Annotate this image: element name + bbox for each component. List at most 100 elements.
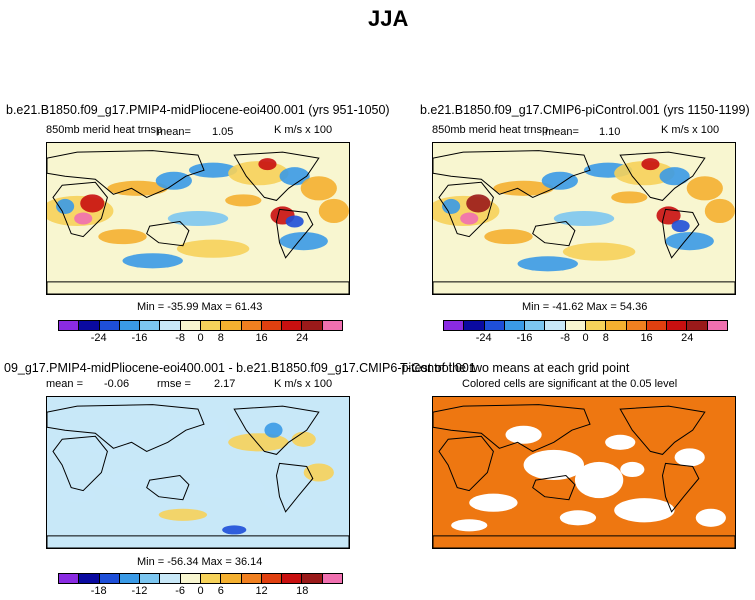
colorbar-tick-label: -8 — [560, 332, 571, 344]
non-significant-region — [695, 508, 726, 527]
coastline — [47, 404, 205, 452]
colorbar-swatch — [119, 574, 141, 583]
panel-a-field — [47, 143, 349, 294]
colorbar-tick-label: 12 — [255, 585, 268, 597]
panel-a-mean-value: 1.05 — [212, 126, 234, 138]
panel-c-colorbar-ticks: -18 -12 -6 0 6 12 18 — [58, 585, 343, 599]
panel-a-colorbar-ticks: -24 -16 -8 0 8 16 24 — [58, 332, 343, 346]
colorbar-tick-label: 24 — [681, 332, 694, 344]
coastline — [47, 281, 349, 294]
panel-a-colorbar — [58, 320, 343, 331]
colorbar-swatch — [200, 321, 222, 330]
coastline — [433, 535, 735, 548]
panel-a-map — [46, 142, 350, 295]
colorbar-swatch — [444, 321, 465, 330]
field-anomaly — [517, 256, 578, 272]
field-anomaly — [191, 477, 265, 499]
coastline — [619, 151, 706, 201]
field-anomaly — [686, 176, 723, 201]
colorbar-swatch — [119, 321, 141, 330]
coastline — [661, 208, 700, 259]
colorbar-tick-label: -8 — [175, 332, 186, 344]
panel-c-map — [46, 396, 350, 549]
colorbar-swatch — [140, 574, 161, 583]
coastline — [52, 181, 108, 238]
panel-b-colorbar-ticks: -24 -16 -8 0 8 16 24 — [443, 332, 728, 346]
colorbar-swatch — [180, 574, 201, 583]
colorbar-swatch — [464, 321, 485, 330]
panel-b-minmax: Min = -41.62 Max = 54.36 — [522, 301, 648, 313]
colorbar-swatch — [160, 574, 181, 583]
colorbar-tick-label: -24 — [475, 332, 492, 344]
colorbar-tick-label: -18 — [90, 585, 107, 597]
non-significant-region — [523, 449, 584, 481]
field-anomaly — [74, 212, 93, 225]
coastline — [438, 435, 494, 492]
coastline — [233, 405, 320, 455]
colorbar-swatch — [79, 321, 100, 330]
non-significant-region — [469, 493, 518, 512]
colorbar-tick-label: 16 — [640, 332, 653, 344]
non-significant-region — [505, 425, 542, 444]
coastline — [47, 535, 349, 548]
colorbar-swatch — [59, 321, 80, 330]
colorbar-swatch — [79, 574, 100, 583]
coastline — [433, 281, 735, 294]
colorbar-swatch — [667, 321, 688, 330]
colorbar-tick-label: 6 — [217, 585, 224, 597]
panel-b-map — [432, 142, 736, 295]
panel-b-colorbar — [443, 320, 728, 331]
panel-a-field-label: 850mb merid heat trnsp — [46, 124, 163, 136]
panel-d-map — [432, 396, 736, 549]
field-anomaly — [318, 198, 349, 224]
field-anomaly — [665, 232, 714, 251]
colorbar-swatch — [585, 321, 607, 330]
colorbar-tick-label: 0 — [197, 332, 204, 344]
coastline — [433, 150, 591, 198]
panel-a-mean-label: mean= — [157, 126, 191, 138]
colorbar-tick-label: 16 — [255, 332, 268, 344]
panel-c-title: 09_g17.PMIP4-midPliocene-eoi400.001 - b.… — [4, 361, 476, 375]
panel-c-colorbar — [58, 573, 343, 584]
colorbar-swatch — [545, 321, 566, 330]
coastline — [275, 208, 314, 259]
panel-a-title: b.e21.B1850.f09_g17.PMIP4-midPliocene-eo… — [6, 103, 390, 117]
colorbar-swatch — [200, 574, 222, 583]
colorbar-tick-label: -16 — [131, 332, 148, 344]
field-anomaly — [285, 215, 304, 228]
field-anomaly — [222, 525, 247, 535]
non-significant-region — [605, 434, 636, 450]
field-anomaly — [59, 487, 96, 503]
field-anomaly — [466, 194, 491, 213]
colorbar-swatch — [606, 321, 627, 330]
field-anomaly — [303, 463, 334, 482]
panel-b-mean-value: 1.10 — [599, 126, 621, 138]
colorbar-swatch — [261, 574, 283, 583]
coastline — [532, 474, 576, 501]
field-anomaly — [493, 180, 554, 196]
non-significant-region — [451, 519, 488, 532]
field-anomaly — [641, 158, 660, 171]
colorbar-swatch — [302, 574, 323, 583]
panel-c-rmse-label: rmse = — [157, 378, 191, 390]
panel-c-mean-value: -0.06 — [104, 378, 130, 390]
field-anomaly — [659, 167, 690, 186]
figure-title: JJA — [368, 6, 409, 31]
colorbar-swatch — [565, 321, 586, 330]
panel-c-minmax: Min = -56.34 Max = 36.14 — [137, 556, 263, 568]
coastline — [52, 435, 108, 492]
coastline — [433, 404, 591, 452]
field-anomaly — [442, 198, 461, 214]
field-anomaly — [541, 171, 578, 190]
colorbar-swatch — [59, 574, 80, 583]
colorbar-swatch — [707, 321, 727, 330]
colorbar-swatch — [626, 321, 647, 330]
panel-c-mean-label: mean = — [46, 378, 83, 390]
field-anomaly — [167, 415, 229, 440]
panel-c-field — [47, 397, 349, 548]
colorbar-tick-label: -24 — [90, 332, 107, 344]
non-significant-region — [620, 461, 645, 478]
field-anomaly — [158, 508, 208, 521]
colorbar-tick-label: 0 — [582, 332, 589, 344]
field-anomaly — [228, 161, 289, 186]
